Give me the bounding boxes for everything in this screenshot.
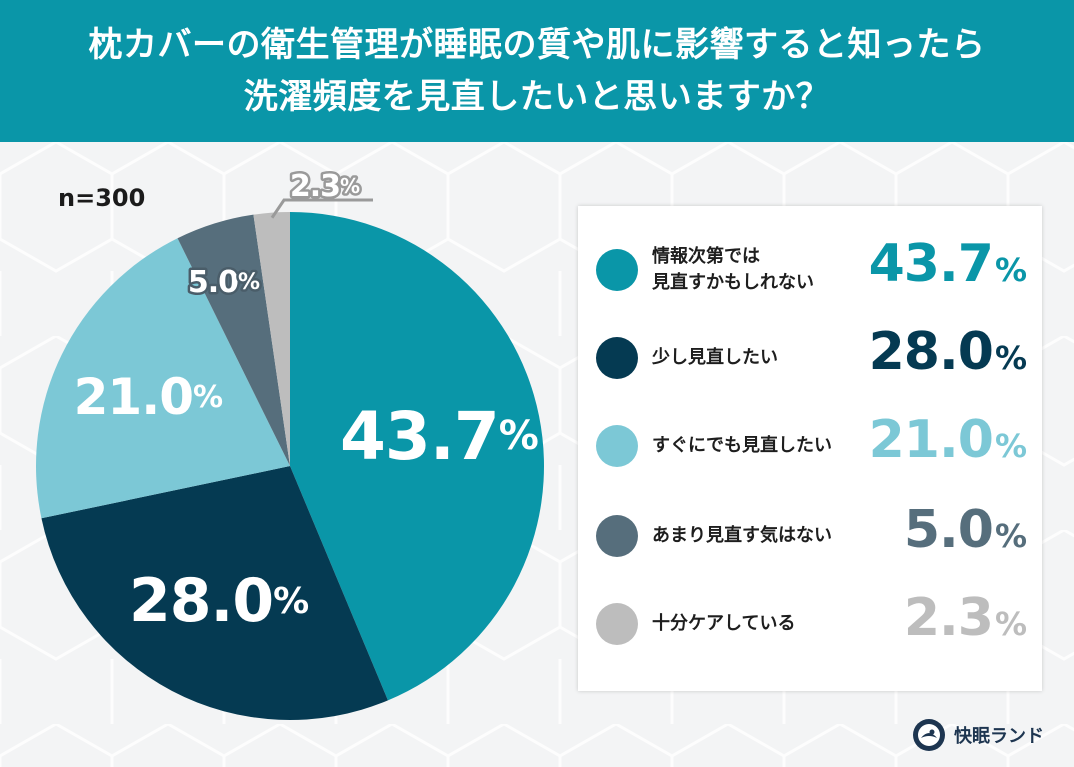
- legend-color-swatch: [596, 515, 638, 557]
- slice-label-3: 21.0%: [74, 368, 223, 426]
- legend-label: 情報次第では 見直すかもしれない: [652, 246, 814, 293]
- title-line-1: 枕カバーの衛生管理が睡眠の質や肌に影響すると知ったら: [88, 25, 986, 65]
- legend-item-4: あまり見直す気はない 5.0%: [578, 496, 1042, 576]
- legend-item-2: 少し見直したい 28.0%: [578, 318, 1042, 398]
- legend-color-swatch: [596, 337, 638, 379]
- legend-value-number: 28.0: [868, 322, 994, 382]
- pie-slice-4: [177, 214, 290, 466]
- title-line-2: 洗濯頻度を見直したいと思いますか？: [243, 77, 831, 117]
- legend-value-unit: %: [994, 339, 1027, 377]
- legend-value-number: 21.0: [868, 410, 994, 470]
- legend-value: 21.0%: [868, 410, 1027, 470]
- legend-value: 2.3%: [903, 588, 1027, 648]
- header-banner: 枕カバーの衛生管理が睡眠の質や肌に影響すると知ったら 洗濯頻度を見直したいと思い…: [0, 0, 1074, 142]
- legend-value: 28.0%: [868, 322, 1027, 382]
- brand-name: 快眠ランド: [954, 726, 1044, 747]
- brand-logo: 快眠ランド: [912, 718, 1044, 752]
- legend-label: 少し見直したい: [652, 347, 778, 368]
- pie-slice-5: [253, 212, 290, 466]
- legend-color-swatch: [596, 249, 638, 291]
- legend-value-unit: %: [994, 605, 1027, 643]
- slice-label-1: 43.7%: [340, 398, 539, 475]
- pie-chart: 43.7% 28.0% 21.0% 5.0% 2.3%: [36, 166, 545, 720]
- leader-line-5: [270, 198, 373, 219]
- legend-value-number: 2.3: [903, 588, 994, 648]
- legend-label: 十分ケアしている: [652, 613, 796, 634]
- legend-color-swatch: [596, 603, 638, 645]
- legend-value-unit: %: [994, 427, 1027, 465]
- legend-panel: 情報次第では 見直すかもしれない 43.7% 少し見直したい 28.0% すぐにでも見直…: [578, 206, 1042, 691]
- legend-value-unit: %: [994, 517, 1027, 555]
- pie-slice-1: [290, 212, 545, 701]
- sample-size-label: n=300: [58, 184, 146, 212]
- legend-item-5: 十分ケアしている 2.3%: [578, 584, 1042, 664]
- legend-color-swatch: [596, 425, 638, 467]
- legend-item-3: すぐにでも見直したい 21.0%: [578, 406, 1042, 486]
- slice-label-5: 2.3%: [290, 169, 360, 204]
- pie-slice-2: [41, 466, 388, 720]
- legend-item-1: 情報次第では 見直すかもしれない 43.7%: [578, 230, 1042, 310]
- brand-emblem-icon: [913, 719, 945, 751]
- legend-value-number: 43.7: [868, 234, 994, 294]
- legend-value: 5.0%: [903, 500, 1027, 560]
- slice-label-4: 5.0%: [188, 265, 260, 300]
- legend-label: すぐにでも見直したい: [652, 435, 832, 456]
- slice-label-2: 28.0%: [129, 566, 309, 636]
- legend-value-number: 5.0: [903, 500, 994, 560]
- legend-label: あまり見直す気はない: [652, 525, 832, 546]
- legend-value: 43.7%: [868, 234, 1027, 294]
- pie-slice-3: [36, 238, 290, 519]
- legend-value-unit: %: [994, 251, 1027, 289]
